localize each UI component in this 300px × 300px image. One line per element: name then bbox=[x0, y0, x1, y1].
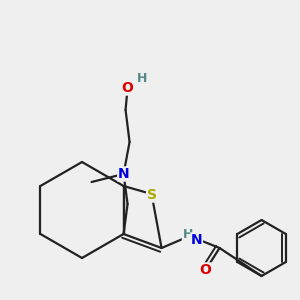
Text: H: H bbox=[182, 227, 193, 241]
Text: S: S bbox=[147, 188, 157, 202]
Text: O: O bbox=[122, 81, 134, 95]
Text: O: O bbox=[200, 263, 211, 277]
Text: N: N bbox=[118, 167, 129, 181]
Text: N: N bbox=[191, 233, 203, 247]
Text: H: H bbox=[136, 71, 147, 85]
